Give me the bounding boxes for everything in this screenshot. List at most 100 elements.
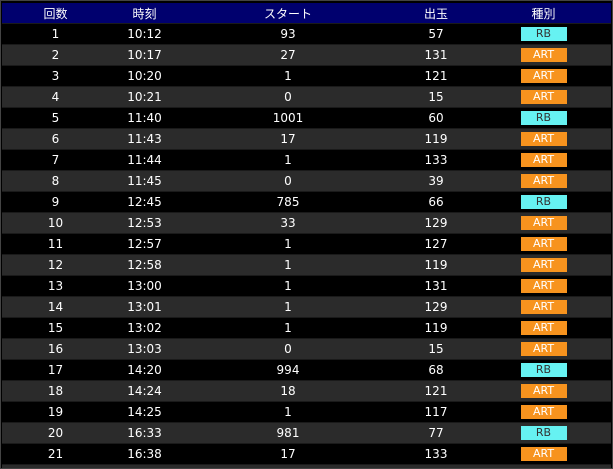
table-cell: 12:57 — [109, 233, 180, 255]
table-cell: 0 — [180, 170, 396, 192]
table-cell: 14:25 — [109, 401, 180, 423]
table-cell: 15 — [396, 338, 476, 360]
table-cell: 16:33 — [109, 422, 180, 444]
table-cell: 10:17 — [109, 44, 180, 66]
table-cell: 93 — [180, 23, 396, 45]
table-cell: 66 — [396, 191, 476, 213]
table-cell: 18 — [180, 380, 396, 402]
table-cell: 13:02 — [109, 317, 180, 339]
table-cell: 119 — [396, 317, 476, 339]
table-cell: 10:20 — [109, 65, 180, 87]
table-cell: 15 — [396, 86, 476, 108]
table-cell: 1 — [180, 464, 396, 468]
table-cell: 17 — [2, 359, 109, 381]
type-badge: ART — [520, 174, 567, 189]
table-cell: 5 — [2, 107, 109, 129]
column-header: 回数 — [2, 3, 109, 24]
type-badge: RB — [520, 27, 567, 42]
table-cell: 13:03 — [109, 338, 180, 360]
table-cell: 2 — [2, 44, 109, 66]
table-cell: 22 — [2, 464, 109, 468]
table-cell: 20 — [2, 422, 109, 444]
table-cell: 131 — [396, 44, 476, 66]
table-cell: 10:21 — [109, 86, 180, 108]
type-badge: ART — [520, 216, 567, 231]
type-cell: ART — [476, 275, 611, 297]
table-cell: 12 — [2, 254, 109, 276]
table-row: 20 16:33 981 77 RB — [2, 422, 611, 444]
table-cell: 68 — [396, 359, 476, 381]
table-row: 8 11:45 0 39 ART — [2, 170, 611, 192]
table-cell: 1 — [180, 401, 396, 423]
type-badge: ART — [520, 342, 567, 357]
table-row: 17 14:20 994 68 RB — [2, 359, 611, 381]
type-badge: ART — [520, 132, 567, 147]
table-cell: 8 — [2, 170, 109, 192]
type-cell: ART — [476, 212, 611, 234]
table-row: 11 12:57 1 127 ART — [2, 233, 611, 255]
table-cell: 16 — [2, 338, 109, 360]
table-cell: 77 — [396, 422, 476, 444]
type-badge: RB — [520, 426, 567, 441]
table-cell: 119 — [396, 254, 476, 276]
type-cell: RB — [476, 422, 611, 444]
table-cell: 60 — [396, 107, 476, 129]
type-badge: ART — [520, 279, 567, 294]
table-row: 2216:39171ART — [2, 464, 611, 468]
table-cell: 21 — [2, 443, 109, 465]
table-cell: 1001 — [180, 107, 396, 129]
type-badge: ART — [520, 321, 567, 336]
type-cell: RB — [476, 23, 611, 45]
type-badge: ART — [520, 69, 567, 84]
table-cell: 121 — [396, 65, 476, 87]
column-header: 種別 — [476, 3, 611, 24]
table-row: 13 13:00 1 131 ART — [2, 275, 611, 297]
column-header: 出玉 — [396, 3, 476, 24]
table-cell: 1 — [180, 275, 396, 297]
table-cell: 12:53 — [109, 212, 180, 234]
type-badge: RB — [520, 195, 567, 210]
table-cell: 117 — [396, 401, 476, 423]
type-badge: ART — [520, 447, 567, 462]
type-cell: ART — [476, 338, 611, 360]
table-cell: 129 — [396, 212, 476, 234]
table-row: 10 12:53 33 129 ART — [2, 212, 611, 234]
table-cell: 133 — [396, 149, 476, 171]
table-row: 14 13:01 1 129 ART — [2, 296, 611, 318]
table-cell: 7 — [2, 149, 109, 171]
table-cell: 11:40 — [109, 107, 180, 129]
table-row: 7 11:44 1 133 ART — [2, 149, 611, 171]
type-cell: ART — [476, 401, 611, 423]
table-cell: 129 — [396, 296, 476, 318]
table-cell: 3 — [2, 65, 109, 87]
table-cell: 9 — [2, 191, 109, 213]
table-cell: 14:24 — [109, 380, 180, 402]
type-cell: ART — [476, 128, 611, 150]
table-row: 19 14:25 1 117 ART — [2, 401, 611, 423]
table-row: 5 11:40 1001 60 RB — [2, 107, 611, 129]
table-cell: 19 — [2, 401, 109, 423]
type-badge: RB — [520, 363, 567, 378]
table-cell: 16:39 — [109, 464, 180, 468]
type-cell: ART — [476, 464, 611, 468]
type-badge: RB — [520, 111, 567, 126]
table-cell: 14 — [2, 296, 109, 318]
table-cell: 1 — [180, 233, 396, 255]
table-cell: 27 — [180, 44, 396, 66]
type-badge: ART — [520, 405, 567, 420]
table-cell: 12:58 — [109, 254, 180, 276]
table-cell: 4 — [2, 86, 109, 108]
table-cell: 16:38 — [109, 443, 180, 465]
table-row: 9 12:45 785 66 RB — [2, 191, 611, 213]
table-cell: 11:43 — [109, 128, 180, 150]
table-cell: 13:01 — [109, 296, 180, 318]
table-row: 15 13:02 1 119 ART — [2, 317, 611, 339]
type-cell: ART — [476, 443, 611, 465]
column-header: 時刻 — [109, 3, 180, 24]
table-cell: 11:45 — [109, 170, 180, 192]
table-cell: 133 — [396, 443, 476, 465]
history-table: 回数 時刻 スタート 出玉 種別 1 10:12 93 57 RB 2 10:17 27 131 ART 3… — [2, 3, 611, 468]
table-cell: 1 — [180, 317, 396, 339]
table-body: 1 10:12 93 57 RB 2 10:17 27 131 ART 3 10:20 1 121 ART 4… — [2, 23, 611, 468]
